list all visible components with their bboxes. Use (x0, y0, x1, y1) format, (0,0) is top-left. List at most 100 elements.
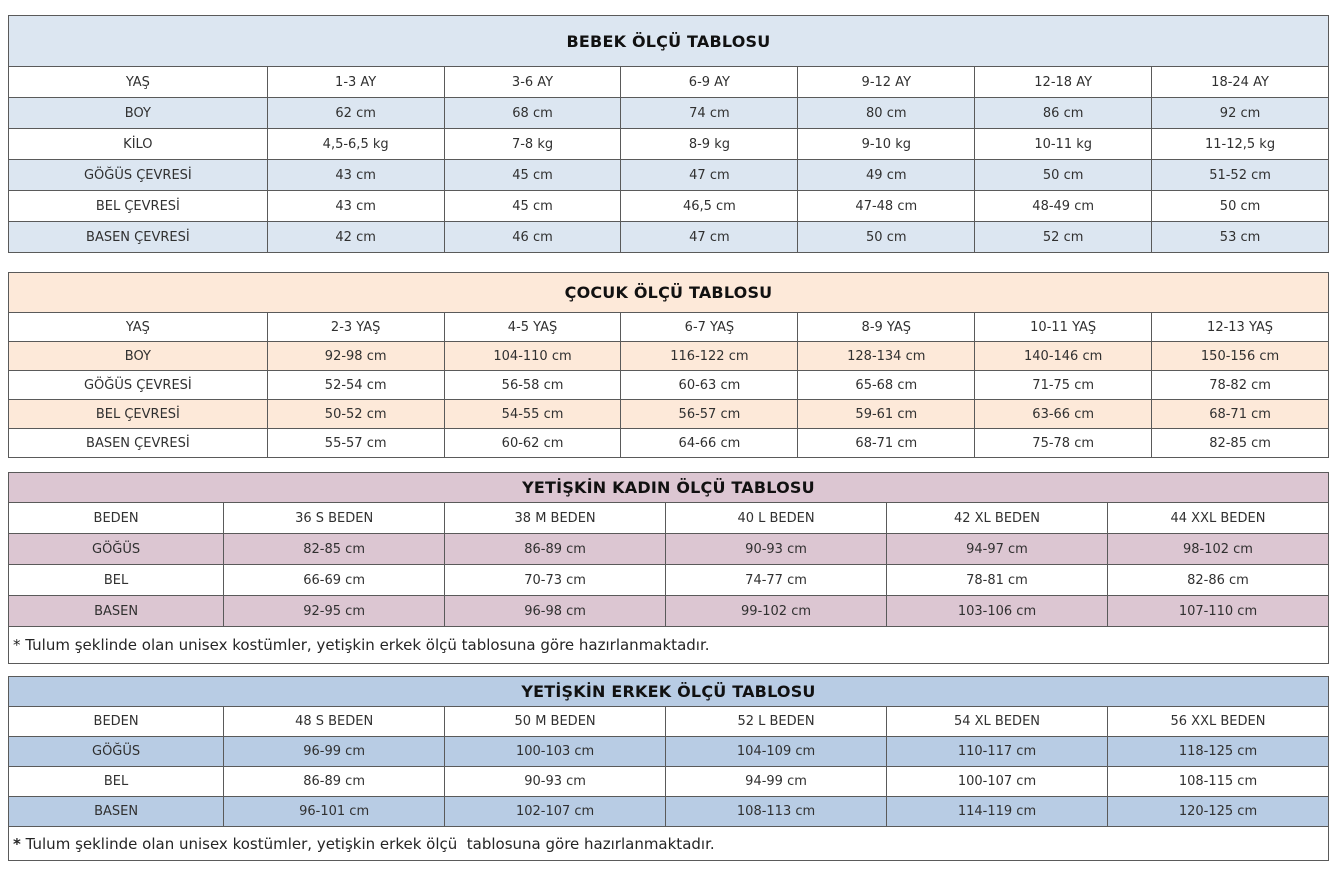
value-cell: 82-85 cm (1151, 428, 1329, 458)
table-row: BASEN 96-101 cm 102-107 cm 108-113 cm 114-11… (7, 796, 1330, 827)
value-cell: 2-3 YAŞ (266, 312, 445, 342)
row-label-cell: BASEN (7, 796, 225, 827)
value-cell: 52 cm (974, 221, 1153, 253)
table-row: BEL 86-89 cm 90-93 cm 94-99 cm 100-107 cm 108… (7, 766, 1330, 797)
row-label-cell: BASEN (7, 595, 225, 627)
value-cell: 52-54 cm (266, 370, 445, 400)
row-label-cell: BOY (8, 341, 268, 371)
value-cell: 50 cm (974, 159, 1153, 191)
value-cell: 52 L BEDEN (665, 706, 888, 737)
child-size-table: ÇOCUK ÖLÇÜ TABLOSU YAŞ 2-3 YAŞ 4-5 YAŞ 6-7 … (8, 272, 1329, 458)
row-label-cell: BEL ÇEVRESİ (8, 399, 268, 429)
value-cell: 50 cm (1151, 190, 1329, 222)
value-cell: 82-86 cm (1106, 564, 1330, 596)
row-label-cell: BEL (7, 766, 225, 797)
footnote-text: Tulum şeklinde olan unisex kostümler, ye… (20, 636, 710, 654)
value-cell: 62 cm (266, 97, 445, 129)
value-cell: 60-62 cm (443, 428, 622, 458)
value-cell: 8-9 YAŞ (797, 312, 976, 342)
value-cell: 99-102 cm (665, 595, 888, 627)
table-title: BEBEK ÖLÇÜ TABLOSU (8, 15, 1329, 67)
value-cell: 140-146 cm (974, 341, 1153, 371)
value-cell: 104-109 cm (665, 736, 888, 767)
table-row: GÖĞÜS 82-85 cm 86-89 cm 90-93 cm 94-97 cm 98-… (7, 533, 1330, 565)
row-label-cell: KİLO (8, 128, 268, 160)
value-cell: 102-107 cm (444, 796, 667, 827)
value-cell: 6-7 YAŞ (620, 312, 799, 342)
value-cell: 74-77 cm (665, 564, 888, 596)
value-cell: 10-11 YAŞ (974, 312, 1153, 342)
value-cell: 71-75 cm (974, 370, 1153, 400)
value-cell: 45 cm (443, 190, 622, 222)
value-cell: 47 cm (620, 159, 799, 191)
value-cell: 96-98 cm (444, 595, 667, 627)
value-cell: 12-13 YAŞ (1151, 312, 1329, 342)
footnote: * Tulum şeklinde olan unisex kostümler, … (8, 826, 1329, 861)
value-cell: 68-71 cm (1151, 399, 1329, 429)
value-cell: 70-73 cm (444, 564, 667, 596)
value-cell: 11-12,5 kg (1151, 128, 1329, 160)
value-cell: 48 S BEDEN (223, 706, 446, 737)
value-cell: 47-48 cm (797, 190, 976, 222)
value-cell: 100-107 cm (886, 766, 1108, 797)
value-cell: 6-9 AY (620, 66, 799, 98)
value-cell: 50 cm (797, 221, 976, 253)
value-cell: 38 M BEDEN (444, 502, 667, 534)
row-label-cell: YAŞ (8, 312, 268, 342)
baby-size-table: BEBEK ÖLÇÜ TABLOSU YAŞ 1-3 AY 3-6 AY 6-9 AY… (8, 15, 1329, 253)
table-row: BASEN ÇEVRESİ 55-57 cm 60-62 cm 64-66 cm 68-… (8, 428, 1329, 458)
table-title-row: YETİŞKİN ERKEK ÖLÇÜ TABLOSU (8, 676, 1329, 707)
value-cell: 56 XXL BEDEN (1106, 706, 1330, 737)
value-cell: 82-85 cm (223, 533, 446, 565)
value-cell: 63-66 cm (974, 399, 1153, 429)
footnote-marker: * (13, 636, 21, 654)
size-charts-page: BEBEK ÖLÇÜ TABLOSU YAŞ 1-3 AY 3-6 AY 6-9 AY… (7, 15, 1330, 861)
adult-women-size-table-grid: YETİŞKİN KADIN ÖLÇÜ TABLOSU BEDEN 36 S BE… (7, 472, 1330, 664)
value-cell: 12-18 AY (974, 66, 1153, 98)
value-cell: 86-89 cm (223, 766, 446, 797)
value-cell: 45 cm (443, 159, 622, 191)
value-cell: 42 XL BEDEN (886, 502, 1108, 534)
table-title-row: ÇOCUK ÖLÇÜ TABLOSU (8, 272, 1329, 313)
table-row: BEL ÇEVRESİ 50-52 cm 54-55 cm 56-57 cm 59-61… (8, 399, 1329, 429)
value-cell: 65-68 cm (797, 370, 976, 400)
child-size-table-grid: ÇOCUK ÖLÇÜ TABLOSU YAŞ 2-3 YAŞ 4-5 YAŞ 6-7 … (8, 272, 1329, 458)
adult-men-size-table-grid: YETİŞKİN ERKEK ÖLÇÜ TABLOSU BEDEN 48 S BE… (7, 676, 1330, 861)
row-label-cell: YAŞ (8, 66, 268, 98)
value-cell: 66-69 cm (223, 564, 446, 596)
value-cell: 3-6 AY (443, 66, 622, 98)
value-cell: 150-156 cm (1151, 341, 1329, 371)
value-cell: 43 cm (266, 190, 445, 222)
value-cell: 49 cm (797, 159, 976, 191)
value-cell: 36 S BEDEN (223, 502, 446, 534)
value-cell: 54 XL BEDEN (886, 706, 1108, 737)
table-row: BEL ÇEVRESİ 43 cm 45 cm 46,5 cm 47-48 cm 48-4… (8, 190, 1329, 222)
table-row: KİLO 4,5-6,5 kg 7-8 kg 8-9 kg 9-10 kg 10-11 k… (8, 128, 1329, 160)
value-cell: 7-8 kg (443, 128, 622, 160)
value-cell: 86 cm (974, 97, 1153, 129)
table-title: ÇOCUK ÖLÇÜ TABLOSU (8, 272, 1329, 313)
value-cell: 55-57 cm (266, 428, 445, 458)
value-cell: 56-57 cm (620, 399, 799, 429)
value-cell: 64-66 cm (620, 428, 799, 458)
value-cell: 4,5-6,5 kg (266, 128, 445, 160)
footnote-marker: * (13, 834, 21, 853)
value-cell: 9-10 kg (797, 128, 976, 160)
value-cell: 128-134 cm (797, 341, 976, 371)
row-label-cell: GÖĞÜS (7, 736, 225, 767)
value-cell: 94-97 cm (886, 533, 1108, 565)
value-cell: 92 cm (1151, 97, 1329, 129)
row-label-cell: BEL (7, 564, 225, 596)
table-row: BEL 66-69 cm 70-73 cm 74-77 cm 78-81 cm 82-86… (7, 564, 1330, 596)
table-row: BASEN ÇEVRESİ 42 cm 46 cm 47 cm 50 cm 52 cm 53… (8, 221, 1329, 253)
row-label-cell: BASEN ÇEVRESİ (8, 221, 268, 253)
value-cell: 4-5 YAŞ (443, 312, 622, 342)
footnote-text: Tulum şeklinde olan unisex kostümler, ye… (20, 834, 715, 853)
adult-men-size-table: YETİŞKİN ERKEK ÖLÇÜ TABLOSU BEDEN 48 S BE… (7, 676, 1330, 861)
footnote-row: * Tulum şeklinde olan unisex kostümler, … (8, 826, 1329, 861)
value-cell: 114-119 cm (886, 796, 1108, 827)
value-cell: 42 cm (266, 221, 445, 253)
value-cell: 100-103 cm (444, 736, 667, 767)
value-cell: 80 cm (797, 97, 976, 129)
value-cell: 50-52 cm (266, 399, 445, 429)
